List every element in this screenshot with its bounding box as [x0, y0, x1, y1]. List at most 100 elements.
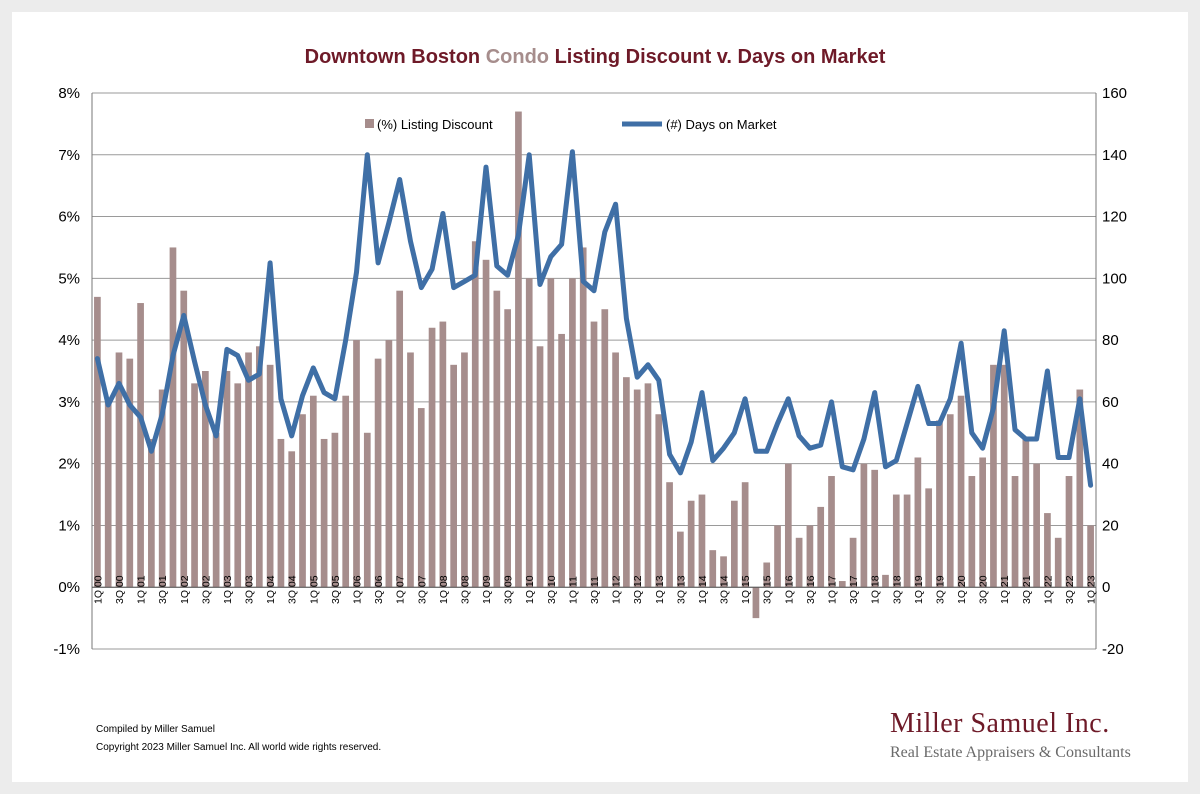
left-axis-tick: 5%: [58, 270, 80, 287]
discount-bar: [245, 352, 252, 588]
left-axis-tick: 0%: [58, 579, 80, 596]
discount-bar: [320, 438, 328, 588]
x-axis-tick: 3Q 22: [1064, 575, 1076, 604]
discount-bar: [450, 364, 458, 588]
discount-bar: [655, 414, 663, 588]
discount-bar: [925, 488, 933, 588]
right-axis-tick: -20: [1102, 641, 1124, 658]
days-on-market-line: [94, 149, 1094, 488]
right-axis-tick: 60: [1102, 394, 1119, 411]
line-series: [94, 149, 1094, 488]
discount-bar: [936, 420, 943, 588]
x-axis-tick: 1Q 13: [654, 575, 666, 604]
discount-bar: [774, 525, 781, 588]
right-axis-tick: 100: [1102, 270, 1127, 287]
right-axis-tick: 80: [1102, 332, 1119, 349]
discount-bar: [979, 457, 986, 588]
discount-bar: [698, 494, 706, 588]
discount-bar: [212, 432, 220, 588]
x-axis-tick: 1Q 06: [351, 575, 363, 604]
discount-bar: [677, 531, 684, 588]
discount-bar: [126, 358, 134, 588]
discount-bar: [266, 364, 274, 588]
discount-bar: [957, 395, 965, 588]
x-axis-tick: 1Q 16: [783, 575, 795, 604]
discount-bar: [299, 414, 306, 588]
left-axis-tick: 2%: [58, 456, 80, 473]
right-axis-tick: 120: [1102, 209, 1127, 226]
discount-bar: [709, 550, 717, 588]
discount-bar: [871, 469, 879, 588]
x-axis-tick: 1Q 21: [999, 575, 1011, 604]
x-axis-tick: 3Q 09: [503, 575, 515, 604]
discount-bar: [720, 556, 727, 588]
x-axis-tick: 3Q 10: [546, 575, 558, 604]
discount-bar: [515, 111, 522, 588]
discount-bar: [633, 389, 641, 588]
discount-bar: [428, 327, 436, 588]
discount-bar: [493, 290, 501, 588]
discount-bar: [288, 451, 296, 588]
footer-compiled: Compiled by Miller Samuel: [96, 724, 215, 735]
discount-bar: [623, 377, 630, 588]
discount-bar: [1054, 537, 1062, 588]
discount-bar: [353, 340, 360, 588]
right-axis-tick: 20: [1102, 517, 1119, 534]
discount-bar: [223, 371, 231, 588]
brand-logo: Miller Samuel Inc.: [890, 708, 1110, 739]
x-axis-tick: 1Q 22: [1042, 575, 1054, 604]
discount-bar: [752, 587, 760, 619]
left-axis-tick: 4%: [58, 332, 80, 349]
x-axis-tick: 3Q 15: [762, 575, 774, 604]
title-highlight: Condo: [485, 46, 550, 68]
discount-bar: [374, 358, 382, 588]
discount-bar: [784, 463, 792, 588]
x-axis-tick: 3Q 02: [200, 575, 212, 604]
x-axis-tick: 3Q 18: [891, 575, 903, 604]
discount-bar: [569, 278, 576, 588]
left-axis-tick: 3%: [58, 394, 80, 411]
right-axis-tick: 0: [1102, 579, 1110, 596]
discount-bar: [536, 346, 544, 588]
x-axis-tick: 1Q 05: [308, 575, 320, 604]
discount-bar: [990, 364, 997, 588]
x-axis-tick: 1Q 23: [1086, 575, 1098, 604]
x-axis-tick: 1Q 12: [611, 575, 623, 604]
discount-bar: [331, 432, 339, 588]
discount-bar: [806, 525, 814, 588]
x-axis-tick: 3Q 01: [157, 575, 169, 604]
legend-bar-swatch: [365, 119, 374, 128]
discount-bar: [644, 383, 652, 588]
x-axis-tick: 1Q 01: [136, 575, 148, 604]
right-axis-tick: 40: [1102, 456, 1119, 473]
discount-bar: [202, 371, 209, 588]
discount-bar: [558, 333, 565, 588]
discount-bar: [137, 303, 144, 588]
discount-bar: [1087, 525, 1094, 588]
x-axis-tick: 1Q 20: [956, 575, 968, 604]
discount-bar: [407, 352, 414, 588]
discount-bar: [148, 438, 155, 588]
x-axis-tick: 3Q 12: [632, 575, 644, 604]
left-axis-tick: -1%: [53, 641, 80, 658]
left-axis-tick: 8%: [58, 85, 80, 102]
x-axis-tick: 3Q 05: [330, 575, 342, 604]
legend-line-label: (#) Days on Market: [666, 117, 777, 132]
x-axis-tick: 3Q 00: [114, 575, 126, 604]
x-axis-tick: 1Q 10: [524, 575, 536, 604]
discount-bar: [892, 494, 900, 588]
x-axis-tick: 3Q 07: [416, 575, 428, 604]
discount-bar: [1044, 513, 1051, 588]
discount-bar: [1076, 389, 1084, 588]
discount-bar: [968, 476, 976, 588]
x-axis-tick: 1Q 17: [827, 575, 839, 604]
discount-bar: [525, 278, 533, 588]
x-axis-tick: 3Q 06: [373, 575, 385, 604]
x-axis-tick: 1Q 11: [567, 576, 579, 604]
x-axis-tick: 3Q 03: [244, 575, 256, 604]
discount-bar: [385, 340, 393, 588]
discount-bar: [363, 432, 371, 588]
x-axis-tick: 3Q 04: [287, 575, 299, 604]
discount-bar: [461, 352, 468, 588]
x-axis-tick: 1Q 09: [481, 575, 493, 604]
